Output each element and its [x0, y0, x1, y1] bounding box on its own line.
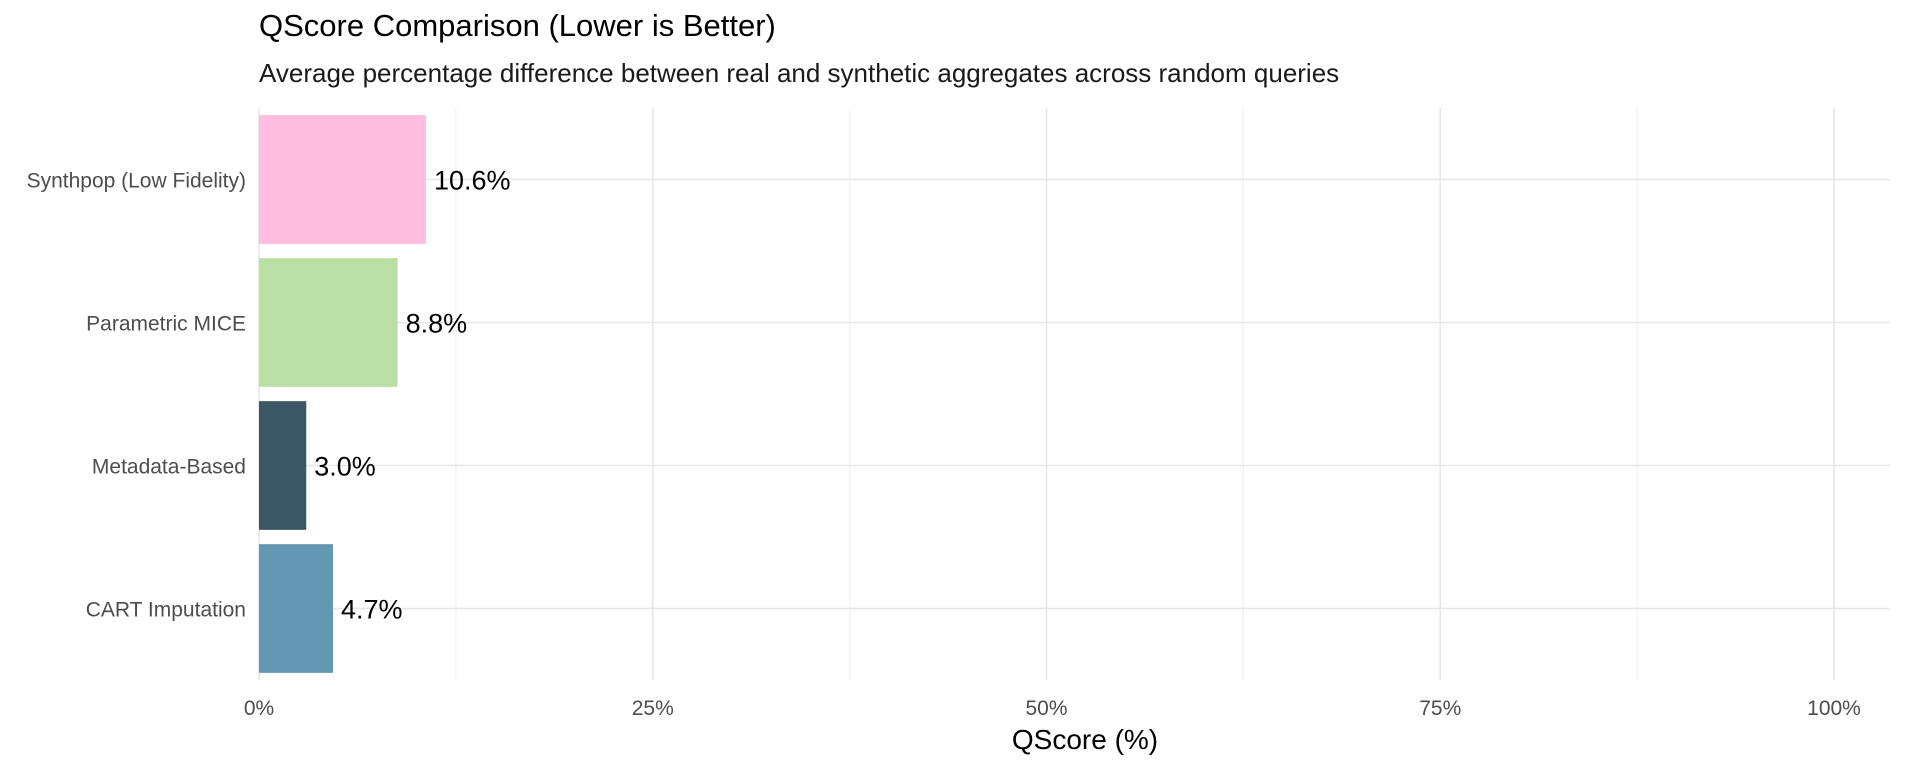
bar-value-label: 4.7% [341, 595, 403, 625]
value-labels: 10.6% 8.8% 3.0% 4.7% [314, 166, 510, 625]
x-tick-label: 50% [1025, 697, 1067, 720]
y-axis-category-labels: Synthpop (Low Fidelity) Parametric MICE Me… [27, 170, 246, 622]
bar-value-label: 3.0% [314, 452, 376, 482]
x-tick-label: 100% [1807, 697, 1861, 720]
x-axis-tick-labels: 0% 25% 50% 75% 100% [244, 697, 1861, 720]
bar [259, 401, 307, 530]
bar-value-label: 10.6% [434, 166, 511, 196]
chart-title: QScore Comparison (Lower is Better) [259, 8, 776, 43]
y-category-label: Parametric MICE [86, 313, 246, 336]
x-tick-label: 0% [244, 697, 274, 720]
x-tick-label: 25% [632, 697, 674, 720]
y-category-label: CART Imputation [86, 599, 246, 622]
chart-subtitle: Average percentage difference between re… [259, 58, 1340, 88]
y-category-label: Metadata-Based [92, 456, 246, 479]
bar [259, 115, 426, 244]
x-tick-label: 75% [1419, 697, 1461, 720]
bars [259, 115, 426, 673]
bar [259, 258, 398, 387]
bar [259, 544, 334, 673]
x-axis-title: QScore (%) [1012, 724, 1158, 755]
y-category-label: Synthpop (Low Fidelity) [27, 170, 246, 193]
bar-value-label: 8.8% [406, 309, 468, 339]
